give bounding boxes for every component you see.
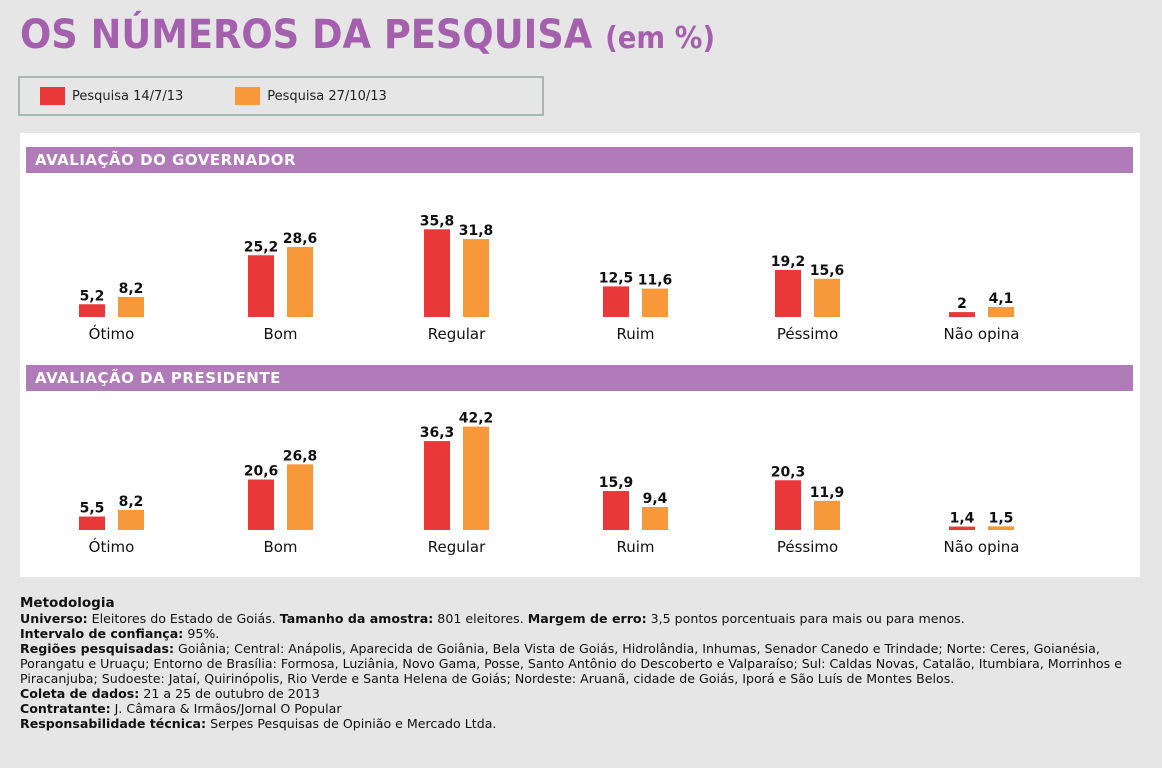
methodology-label: Regiões pesquisadas: — [20, 641, 175, 656]
chart-header-presidente: AVALIAÇÃO DA PRESIDENTE — [26, 365, 1133, 391]
data-label: 2 — [957, 296, 967, 312]
data-label: 35,8 — [420, 213, 455, 229]
charts-panel: AVALIAÇÃO DO GOVERNADOR 5,2 8,2 Ótimo 25,2 2… — [20, 133, 1140, 577]
bar — [118, 296, 144, 317]
methodology-text: Goiânia; Central: Anápolis, Aparecida de… — [20, 641, 1122, 686]
data-label: 4,1 — [989, 291, 1014, 307]
bar — [642, 506, 668, 530]
data-label: 25,2 — [244, 239, 279, 255]
chart-header-governador: AVALIAÇÃO DO GOVERNADOR — [26, 147, 1133, 173]
legend-label: Pesquisa 27/10/13 — [267, 88, 387, 104]
data-label: 9,4 — [643, 491, 668, 507]
data-label: 15,6 — [810, 263, 845, 279]
legend-swatch — [235, 87, 261, 105]
data-label: 12,5 — [599, 270, 634, 286]
bar — [814, 278, 840, 317]
legend-swatch — [40, 87, 65, 105]
bar — [642, 288, 668, 317]
data-label: 8,2 — [119, 494, 144, 510]
data-label: 36,3 — [420, 425, 455, 441]
data-label: 19,2 — [771, 254, 806, 270]
data-label: 20,6 — [244, 464, 279, 480]
category-label: Bom — [263, 325, 297, 343]
bar — [603, 286, 629, 317]
category-label: Não opina — [944, 538, 1020, 556]
bar — [949, 312, 975, 317]
bar — [814, 500, 840, 530]
category-label: Regular — [428, 538, 486, 556]
bar — [248, 479, 274, 530]
data-label: 42,2 — [459, 411, 494, 427]
bar — [775, 480, 801, 530]
legend-label: Pesquisa 14/7/13 — [72, 88, 184, 104]
data-label: 8,2 — [119, 281, 144, 297]
category-label: Não opina — [944, 325, 1020, 343]
data-label: 5,2 — [80, 288, 105, 304]
bar — [287, 464, 313, 530]
bar — [248, 255, 274, 317]
chart-governador: 5,2 8,2 Ótimo 25,228,6 Bom 35,831,8 Regular 12,… — [79, 213, 1020, 343]
methodology-label: Margem de erro: — [527, 611, 647, 626]
category-label: Ruim — [616, 325, 654, 343]
category-label: Bom — [263, 538, 297, 556]
methodology-text: 801 eleitores. — [433, 611, 528, 626]
bar — [463, 426, 489, 530]
methodology-text: Eleitores do Estado de Goiás. — [87, 611, 280, 626]
bar — [988, 526, 1014, 530]
legend: Pesquisa 14/7/13 Pesquisa 27/10/13 — [18, 76, 544, 116]
bar — [463, 239, 489, 317]
methodology-label: Universo: — [20, 611, 88, 626]
chart-presidente: 5,5 8,2 Ótimo 20,626,8 Bom 36,342,2 Regular 15,… — [79, 411, 1020, 556]
category-label: Ótimo — [89, 537, 135, 556]
legend-item: Pesquisa 14/7/13 — [40, 87, 183, 105]
data-label: 26,8 — [283, 448, 318, 464]
methodology-title: Metodologia — [20, 595, 115, 611]
category-label: Ótimo — [89, 324, 135, 343]
data-label: 1,4 — [950, 511, 975, 527]
title-unit: (em %) — [605, 21, 716, 56]
bar — [79, 304, 105, 317]
data-label: 31,8 — [459, 223, 494, 239]
methodology-text: Serpes Pesquisas de Opinião e Mercado Lt… — [206, 716, 497, 731]
data-label: 20,3 — [771, 464, 806, 480]
bar — [988, 306, 1014, 317]
methodology-text: 95%. — [183, 626, 220, 641]
category-label: Regular — [428, 325, 486, 343]
data-label: 28,6 — [283, 231, 318, 247]
data-label: 1,5 — [989, 510, 1014, 526]
methodology-text: J. Câmara & Irmãos/Jornal O Popular — [110, 701, 342, 716]
bar — [424, 441, 450, 530]
bar — [603, 491, 629, 530]
page-title: OS NÚMEROS DA PESQUISA (em %) — [20, 12, 715, 58]
category-label: Ruim — [616, 538, 654, 556]
methodology-label: Tamanho da amostra: — [279, 611, 434, 626]
bar — [287, 246, 313, 317]
methodology-label: Responsabilidade técnica: — [20, 716, 207, 731]
category-label: Péssimo — [777, 538, 838, 556]
methodology-text: 21 a 25 de outubro de 2013 — [139, 686, 320, 701]
methodology-text: 3,5 pontos porcentuais para mais ou para… — [646, 611, 965, 626]
legend-item: Pesquisa 27/10/13 — [235, 87, 387, 105]
methodology-label: Intervalo de confiança: — [20, 626, 184, 641]
data-label: 15,9 — [599, 475, 634, 491]
data-label: 11,9 — [810, 485, 845, 501]
title-main: OS NÚMEROS DA PESQUISA — [20, 12, 593, 58]
bar — [775, 269, 801, 317]
data-label: 5,5 — [80, 501, 105, 517]
category-label: Péssimo — [777, 325, 838, 343]
methodology: Metodologia Universo: Eleitores do Estado… — [20, 595, 1145, 732]
bar — [424, 229, 450, 317]
data-label: 11,6 — [638, 273, 673, 289]
bar — [79, 516, 105, 530]
bar — [118, 509, 144, 530]
methodology-label: Contratante: — [20, 701, 111, 716]
bar — [949, 526, 975, 530]
methodology-label: Coleta de dados: — [20, 686, 140, 701]
